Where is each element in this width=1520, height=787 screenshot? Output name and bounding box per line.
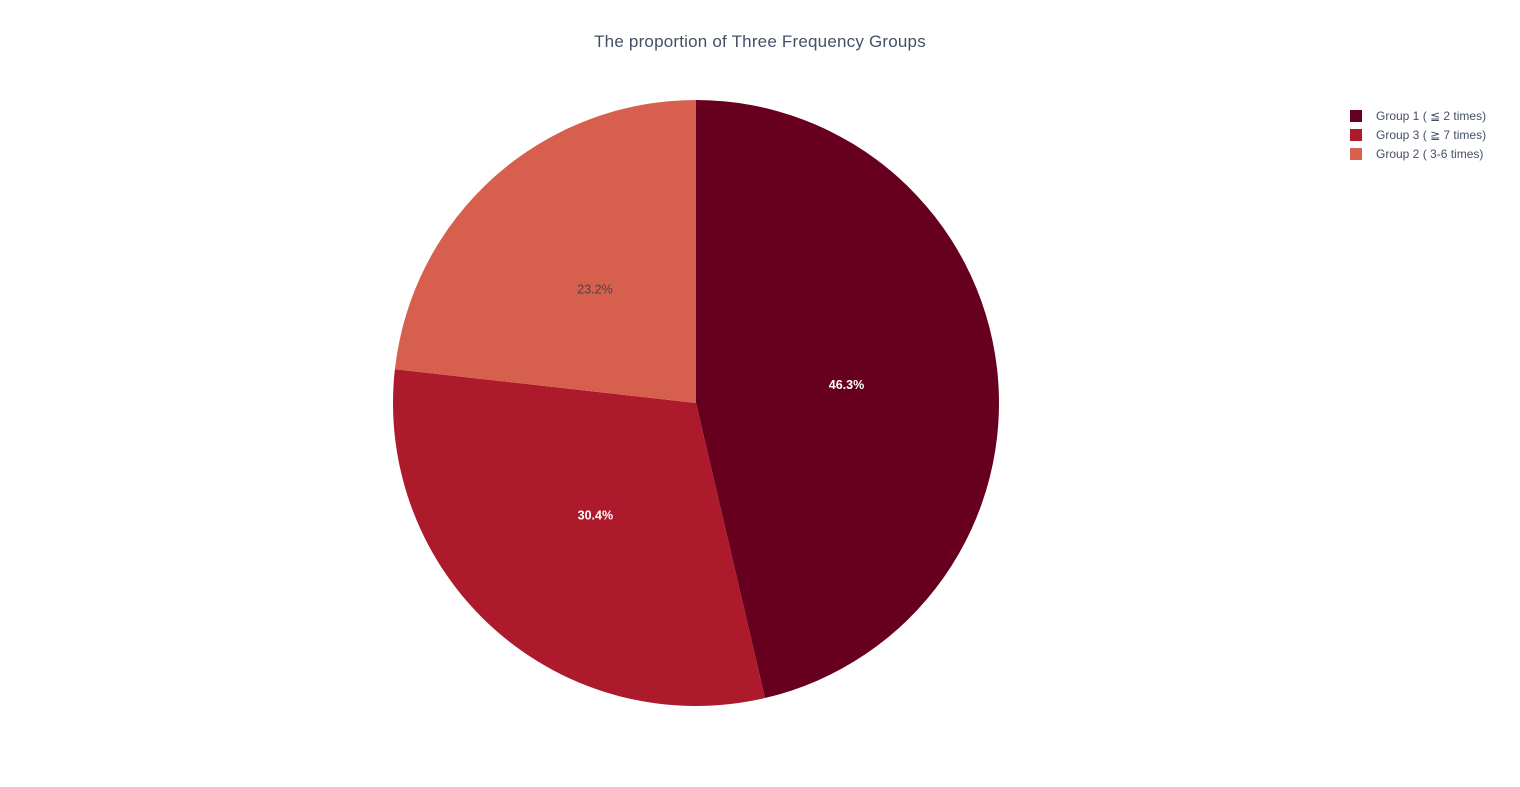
pie-slice-1[interactable] — [696, 100, 1000, 699]
legend-item-group-2[interactable]: Group 2 ( 3-6 times) — [1350, 144, 1486, 163]
legend-swatch — [1350, 147, 1362, 160]
legend: Group 1 ( ≦ 2 times) Group 3 ( ≧ 7 times… — [1350, 106, 1486, 163]
legend-item-group-1[interactable]: Group 1 ( ≦ 2 times) — [1350, 106, 1486, 125]
slice-label-2: 30.4% — [578, 509, 613, 523]
legend-swatch — [1350, 109, 1362, 122]
legend-label: Group 2 ( 3-6 times) — [1376, 146, 1484, 161]
legend-item-group-3[interactable]: Group 3 ( ≧ 7 times) — [1350, 125, 1486, 144]
legend-label: Group 3 ( ≧ 7 times) — [1376, 127, 1487, 142]
pie-slice-3[interactable] — [394, 100, 696, 403]
legend-label: Group 1 ( ≦ 2 times) — [1376, 108, 1487, 123]
legend-swatch — [1350, 128, 1362, 141]
slice-label-1: 46.3% — [829, 378, 864, 392]
chart-title: The proportion of Three Frequency Groups — [594, 32, 926, 51]
slice-label-3: 23.2% — [577, 282, 612, 296]
pie-slice-2[interactable] — [393, 369, 765, 707]
